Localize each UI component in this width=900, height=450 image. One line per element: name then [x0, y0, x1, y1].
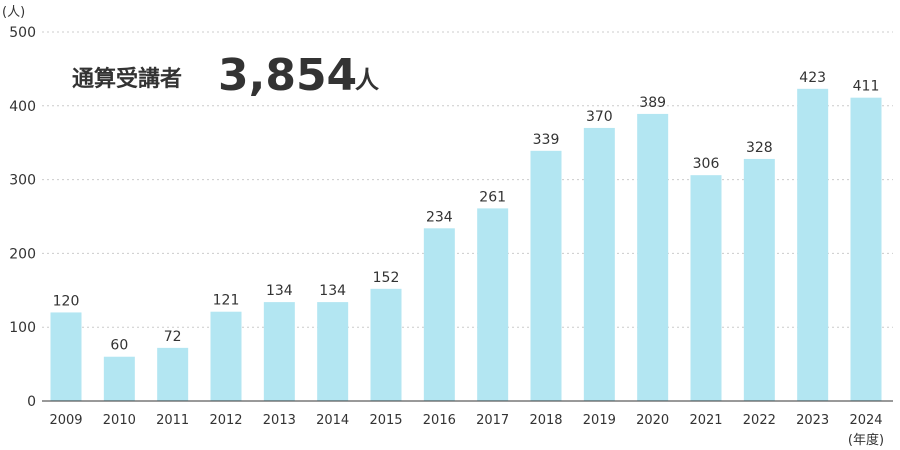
- bar-2023: [797, 88, 829, 402]
- x-tick-label: 2023: [796, 413, 829, 428]
- data-label-2015: 152: [373, 270, 400, 286]
- bar-2018: [530, 150, 562, 401]
- x-tick-label: 2017: [476, 413, 509, 428]
- y-tick-label: 500: [9, 25, 36, 41]
- bar-2009: [50, 312, 82, 401]
- total-annotation-label: 通算受講者: [72, 66, 182, 92]
- x-tick-label: 2012: [209, 413, 242, 428]
- data-label-2013: 134: [266, 283, 293, 299]
- bar-2012: [210, 311, 242, 401]
- x-tick-label: 2009: [49, 413, 82, 428]
- x-tick-label: 2021: [689, 413, 722, 428]
- data-label-2019: 370: [586, 109, 613, 125]
- x-axis-unit-label: (年度): [848, 432, 884, 448]
- data-label-2020: 389: [639, 95, 666, 111]
- x-tick-label: 2018: [529, 413, 562, 428]
- bar-2010: [103, 356, 135, 401]
- x-tick-label: 2022: [743, 413, 776, 428]
- x-tick-label: 2010: [103, 413, 136, 428]
- y-tick-label: 400: [9, 99, 36, 115]
- bar-2022: [743, 158, 775, 401]
- bar-2015: [370, 288, 402, 401]
- data-label-2021: 306: [693, 156, 720, 172]
- grid-lines: [42, 31, 893, 328]
- total-annotation-value: 3,854: [218, 50, 357, 101]
- x-axis-ticks: 2009 2010 2011 2012 2013 2014 2015 2016 2017 2018…: [49, 413, 882, 428]
- bar-2024: [850, 97, 882, 401]
- y-tick-label: 200: [9, 246, 36, 262]
- data-label-2023: 423: [799, 70, 826, 86]
- bar-2013: [263, 302, 295, 401]
- y-tick-label: 100: [9, 320, 36, 336]
- y-axis-unit-label: (人): [2, 5, 25, 20]
- x-tick-label: 2014: [316, 413, 349, 428]
- bar-2017: [477, 208, 509, 401]
- bar-2019: [583, 127, 615, 401]
- x-tick-label: 2011: [156, 413, 189, 428]
- total-annotation: 通算受講者 3,854 人: [72, 50, 379, 101]
- data-label-2024: 411: [853, 79, 880, 95]
- y-tick-label: 300: [9, 173, 36, 189]
- x-tick-label: 2016: [423, 413, 456, 428]
- x-tick-label: 2015: [369, 413, 402, 428]
- data-label-2009: 120: [53, 293, 80, 309]
- x-tick-label: 2019: [583, 413, 616, 428]
- data-label-2011: 72: [164, 329, 182, 345]
- data-label-2012: 121: [213, 293, 240, 309]
- bar-2020: [637, 113, 669, 401]
- bars: 120 60 72 121 134 134 152 234 261 339 370 389 306 328…: [50, 70, 882, 402]
- bar-2014: [317, 302, 349, 401]
- data-label-2016: 234: [426, 209, 453, 225]
- bar-2021: [690, 175, 722, 401]
- x-tick-label: 2013: [263, 413, 296, 428]
- data-label-2017: 261: [479, 189, 506, 205]
- data-label-2014: 134: [319, 283, 346, 299]
- bar-2016: [423, 228, 455, 401]
- y-axis-ticks: 0 100 200 300 400 500: [9, 25, 36, 410]
- y-tick-label: 0: [27, 394, 36, 410]
- x-tick-label: 2024: [849, 413, 882, 428]
- data-label-2018: 339: [533, 132, 560, 148]
- data-label-2022: 328: [746, 140, 773, 156]
- total-annotation-unit: 人: [355, 66, 379, 94]
- bar-2011: [157, 347, 189, 401]
- x-tick-label: 2020: [636, 413, 669, 428]
- data-label-2010: 60: [110, 338, 128, 354]
